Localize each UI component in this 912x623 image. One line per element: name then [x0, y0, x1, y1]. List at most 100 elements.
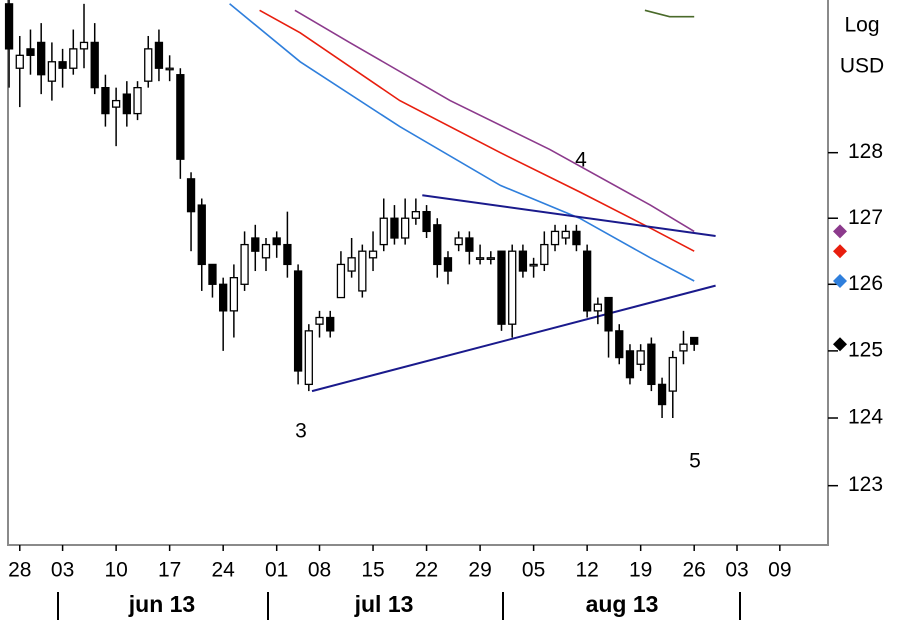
candle-body — [486, 257, 495, 260]
candle-body — [358, 250, 367, 292]
y-tick-label: 127 — [848, 206, 883, 229]
candle-body — [401, 217, 410, 239]
candle-body — [540, 243, 549, 266]
candle-body — [144, 48, 153, 82]
candle-body — [69, 48, 78, 69]
candle-body — [133, 86, 142, 115]
candle-body — [422, 210, 431, 233]
month-label: jul 13 — [354, 591, 414, 617]
candle-body — [101, 86, 110, 115]
plot-frame — [7, 0, 829, 546]
candle-body — [15, 54, 24, 69]
x-tick-label: 15 — [361, 559, 384, 582]
candle-body — [465, 237, 474, 252]
month-label: jun 13 — [128, 591, 195, 617]
candle-body — [625, 350, 635, 379]
trendline — [311, 284, 716, 393]
candle-body — [636, 350, 645, 365]
candle-body — [37, 41, 46, 76]
x-tick-label: 03 — [725, 559, 748, 582]
candle-body — [186, 178, 196, 213]
candle-body — [272, 237, 281, 246]
annotation: 4 — [575, 149, 587, 172]
candle-body — [615, 330, 624, 359]
candle-body — [379, 217, 388, 246]
candle-body — [251, 237, 260, 252]
candle-body — [283, 243, 292, 266]
candle-body — [561, 230, 570, 239]
x-tick-label: 17 — [158, 559, 181, 582]
x-tick-label: 26 — [683, 559, 706, 582]
candle-body — [208, 263, 217, 285]
candle-body — [433, 224, 442, 266]
candle-body — [454, 237, 463, 246]
x-tick-label: 10 — [104, 559, 127, 582]
candle-body — [4, 3, 14, 50]
trendline — [422, 194, 716, 237]
candle-body — [79, 41, 89, 50]
candle-body — [508, 250, 517, 325]
annotation: 3 — [295, 420, 307, 443]
price-marker — [833, 244, 847, 259]
candle-body — [90, 41, 99, 89]
x-tick-label: 09 — [768, 559, 791, 582]
candle-body — [240, 243, 249, 285]
x-tick-label: 08 — [308, 559, 331, 582]
candle-body — [219, 283, 228, 312]
candle-body — [390, 217, 399, 239]
candle-body — [668, 356, 677, 392]
candle-body — [497, 250, 506, 325]
candle-body — [550, 230, 560, 246]
price-marker — [833, 337, 847, 352]
candle-body — [411, 210, 421, 219]
month-label: aug 13 — [586, 591, 659, 617]
x-tick-label: 22 — [415, 559, 438, 582]
candle-body — [475, 257, 485, 260]
candle-body — [347, 257, 356, 272]
moving-average — [229, 3, 695, 282]
x-tick-label: 05 — [522, 559, 545, 582]
candle-body — [518, 250, 528, 272]
y-tick-label: 123 — [848, 473, 883, 496]
candle-body — [315, 316, 324, 325]
candle-body — [690, 336, 699, 345]
candle-body — [154, 41, 164, 69]
candle-body — [229, 277, 239, 312]
candle-body — [572, 230, 581, 246]
candle-body — [368, 250, 378, 259]
x-tick-label: 01 — [265, 559, 288, 582]
axis-label: USD — [840, 55, 884, 78]
candle-body — [165, 67, 174, 71]
month-separators — [57, 592, 741, 620]
candle-body — [176, 74, 185, 160]
x-tick-label: 24 — [211, 559, 235, 582]
y-tick-label: 124 — [848, 406, 883, 429]
x-tick-label: 29 — [468, 559, 491, 582]
candle-body — [529, 263, 538, 267]
price-marker — [833, 273, 847, 288]
moving-average — [644, 9, 695, 18]
candle-body — [197, 204, 206, 266]
candle-body — [47, 61, 57, 82]
moving-average — [294, 9, 695, 233]
y-tick-label: 128 — [848, 140, 883, 163]
candle-body — [593, 303, 602, 312]
x-tick-label: 03 — [51, 559, 74, 582]
candle-body — [582, 250, 592, 312]
candle-body — [657, 383, 667, 406]
x-tick-label: 12 — [575, 559, 598, 582]
candle-body — [336, 263, 346, 299]
candle-body — [604, 296, 613, 332]
candle-body — [293, 270, 303, 372]
x-tick-label: 28 — [8, 559, 31, 582]
candle-body — [679, 343, 688, 352]
price-marker — [833, 224, 847, 239]
x-tick-label: 19 — [629, 559, 652, 582]
moving-average — [259, 9, 695, 252]
axis-label: Log — [844, 14, 879, 37]
candle-body — [261, 243, 271, 259]
candle-body — [326, 316, 335, 332]
candle-body — [26, 48, 35, 56]
candle-body — [304, 330, 313, 386]
